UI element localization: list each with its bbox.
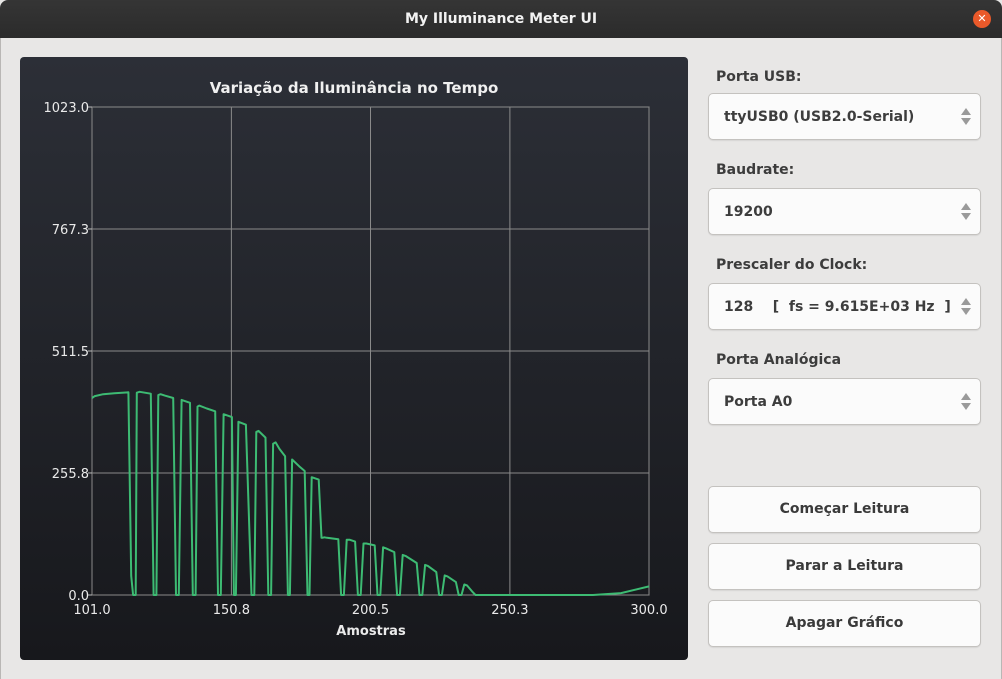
baudrate-select[interactable]: 19200 — [708, 188, 981, 235]
chart-panel: Variação da Iluminância no Tempo 101.0 15… — [20, 57, 688, 660]
prescaler-label: Prescaler do Clock: — [716, 257, 868, 273]
clear-chart-button[interactable]: Apagar Gráfico — [708, 600, 981, 647]
y-tick-label: 511.5 — [52, 345, 89, 360]
spin-arrows-icon — [961, 203, 971, 221]
window-title: My Illuminance Meter UI — [404, 11, 598, 27]
usb-port-select[interactable]: ttyUSB0 (USB2.0-Serial) — [708, 93, 981, 140]
analog-port-select[interactable]: Porta A0 — [708, 378, 981, 425]
illuminance-chart: Variação da Iluminância no Tempo 101.0 15… — [44, 79, 668, 639]
stop-reading-button[interactable]: Parar a Leitura — [708, 543, 981, 590]
y-tick-label: 1023.0 — [44, 101, 90, 116]
illuminance-series-line — [91, 390, 650, 596]
spin-arrows-icon — [961, 393, 971, 411]
usb-port-label: Porta USB: — [716, 69, 802, 85]
spin-arrows-icon — [961, 298, 971, 316]
x-tick-label: 250.3 — [491, 603, 528, 618]
x-tick-label: 101.0 — [73, 603, 110, 618]
start-reading-button[interactable]: Começar Leitura — [708, 486, 981, 533]
spin-arrows-icon — [961, 108, 971, 126]
close-icon[interactable]: ✕ — [973, 10, 991, 28]
chart-ticks: 101.0 150.8 200.5 250.3 300.0 0.0 255.8 511.5 76… — [44, 101, 668, 618]
analog-port-value: Porta A0 — [724, 394, 793, 410]
x-axis-title: Amostras — [336, 624, 406, 639]
x-tick-label: 200.5 — [352, 603, 389, 618]
prescaler-select[interactable]: 128 [ fs = 9.615E+03 Hz ] — [708, 283, 981, 330]
x-tick-label: 150.8 — [213, 603, 250, 618]
baudrate-value: 19200 — [724, 204, 773, 220]
usb-port-value: ttyUSB0 (USB2.0-Serial) — [724, 109, 915, 125]
baudrate-label: Baudrate: — [716, 162, 795, 178]
y-tick-label: 767.3 — [52, 223, 89, 238]
analog-port-label: Porta Analógica — [716, 352, 842, 368]
y-tick-label: 255.8 — [52, 467, 89, 482]
chart-title: Variação da Iluminância no Tempo — [210, 79, 499, 97]
y-tick-label: 0.0 — [68, 589, 89, 604]
x-tick-label: 300.0 — [630, 603, 667, 618]
title-bar: My Illuminance Meter UI ✕ — [0, 0, 1002, 38]
chart-grid — [88, 106, 650, 596]
prescaler-value: 128 [ fs = 9.615E+03 Hz ] — [724, 299, 951, 315]
chart-plot — [91, 390, 650, 596]
